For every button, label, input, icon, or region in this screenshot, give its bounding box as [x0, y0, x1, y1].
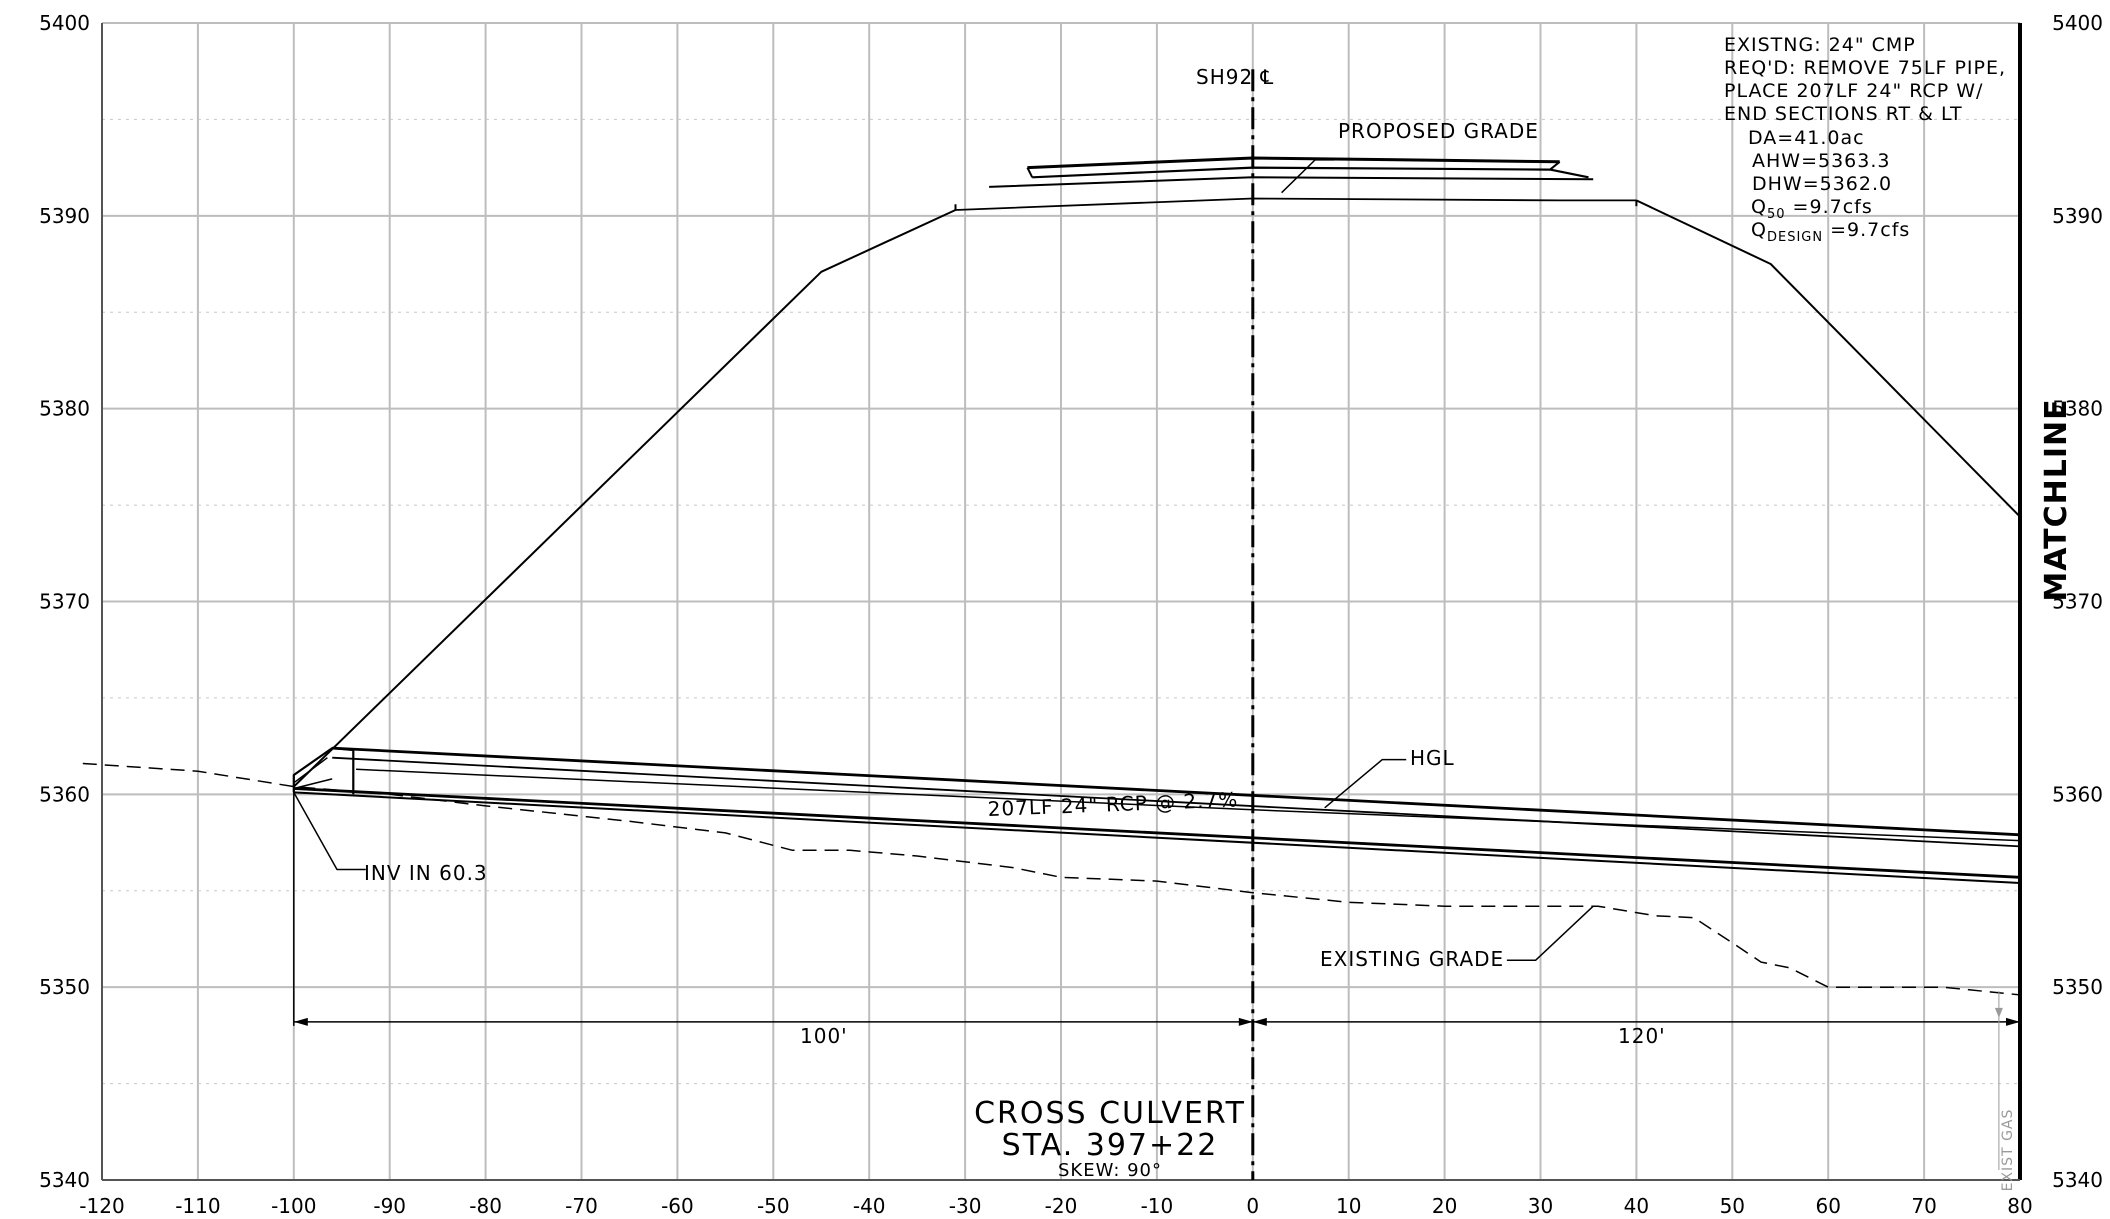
pipe-top-outer — [332, 746, 2021, 837]
linework — [82, 69, 2021, 1180]
existing-grade-line — [82, 762, 2021, 996]
frame — [101, 23, 2022, 1181]
pipe-invert-lower — [293, 791, 2021, 884]
x-tick-label: -110 — [175, 1194, 220, 1218]
pipe-invert-upper — [293, 787, 2021, 879]
y-tick-label-right: 5380 — [2052, 397, 2103, 421]
dim-arrow — [1252, 1017, 1267, 1026]
inv-in-label: INV IN 60.3 — [364, 861, 488, 885]
y-tick-label-left: 5370 — [39, 590, 90, 614]
dim-left-label: 100' — [800, 1024, 848, 1048]
hgl-leader — [1324, 758, 1407, 809]
x-tick-label: -80 — [469, 1194, 502, 1218]
x-tick-label: -120 — [79, 1194, 124, 1218]
pavement-edge-right — [1549, 161, 1561, 171]
pipe-top-inner — [332, 756, 2021, 848]
y-tick-label-left: 5360 — [39, 782, 90, 806]
x-tick-label: -90 — [373, 1194, 406, 1218]
pipe-label: 207LF 24" RCP @ 2.7% — [987, 787, 1238, 821]
x-tick-label: 80 — [2007, 1194, 2032, 1218]
y-tick-label-left: 5380 — [39, 397, 90, 421]
x-tick-label: 30 — [1528, 1194, 1553, 1218]
x-tick-label: 40 — [1624, 1194, 1649, 1218]
pavement-mid — [1032, 166, 1589, 179]
note-qdesign: QDESIGN =9.7cfs — [1751, 219, 1910, 245]
inlet-end-section-inner — [293, 757, 328, 784]
x-tick-label: -30 — [949, 1194, 982, 1218]
dim-arrow — [293, 1017, 308, 1026]
y-tick-label-right: 5350 — [2052, 975, 2103, 999]
x-tick-label: 60 — [1815, 1194, 1840, 1218]
pavement-edge-left — [1026, 167, 1034, 178]
x-tick-label: -70 — [565, 1194, 598, 1218]
exist-gas-arrow — [1994, 1007, 2003, 1018]
x-tick-label: -10 — [1141, 1194, 1174, 1218]
note-line4: END SECTIONS RT & LT — [1724, 103, 1963, 125]
x-tick-label: 0 — [1246, 1194, 1259, 1218]
note-ahw: AHW=5363.3 — [1752, 150, 1890, 172]
embankment-right — [1635, 199, 2021, 518]
x-tick-label: -20 — [1045, 1194, 1078, 1218]
proposed-grade-label: PROPOSED GRADE — [1338, 119, 1539, 143]
x-tick-label: -60 — [661, 1194, 694, 1218]
title-line2: STA. 397+22 — [1002, 1128, 1219, 1163]
x-tick-label: 70 — [1911, 1194, 1936, 1218]
note-line2: REQ'D: REMOVE 75LF PIPE, — [1724, 57, 2006, 79]
existing-grade-label: EXISTING GRADE — [1320, 947, 1504, 971]
dim-arrow — [2006, 1017, 2020, 1026]
title-line3: SKEW: 90° — [1058, 1160, 1162, 1181]
dim-arrow — [1238, 1017, 1253, 1026]
inlet-end-section — [292, 746, 355, 795]
x-tick-label: -50 — [757, 1194, 790, 1218]
y-tick-label-right: 5340 — [2052, 1168, 2103, 1192]
centerline-label: SH92 ℄ — [1196, 65, 1274, 89]
x-tick-label: 10 — [1336, 1194, 1361, 1218]
dim-right-label: 120' — [1618, 1024, 1666, 1048]
x-tick-label: -40 — [853, 1194, 886, 1218]
subgrade — [955, 197, 1637, 211]
y-tick-label-right: 5360 — [2052, 782, 2103, 806]
pavement-top — [1027, 156, 1560, 170]
pavement-base — [989, 176, 1594, 188]
inv-in-leader — [293, 792, 366, 871]
matchline-label: MATCHLINE — [2039, 398, 2074, 601]
y-tick-label-left: 5390 — [39, 204, 90, 228]
y-tick-label-left: 5340 — [39, 1168, 90, 1192]
note-line1: EXISTNG: 24" CMP — [1724, 34, 1916, 56]
embankment-left — [293, 209, 956, 788]
y-tick-label-left: 5400 — [39, 11, 90, 35]
y-tick-label-right: 5400 — [2052, 11, 2103, 35]
y-tick-label-right: 5390 — [2052, 204, 2103, 228]
note-q50: Q50 =9.7cfs — [1751, 196, 1873, 222]
title-block: CROSS CULVERT STA. 397+22 SKEW: 90° — [974, 1096, 1246, 1181]
x-tick-label: 50 — [1720, 1194, 1745, 1218]
x-tick-label: -100 — [271, 1194, 316, 1218]
inlet-end-section-flow — [293, 778, 333, 790]
exist-gas-label: EXIST GAS — [2000, 1109, 2016, 1192]
y-tick-label-right: 5370 — [2052, 590, 2103, 614]
grid — [101, 22, 2021, 1181]
note-line3: PLACE 207LF 24" RCP W/ — [1724, 80, 1983, 102]
existing-grade-leader — [1506, 905, 1594, 961]
note-da: DA=41.0ac — [1748, 127, 1865, 149]
y-tick-label-left: 5350 — [39, 975, 90, 999]
notes-block: EXISTNG: 24" CMP REQ'D: REMOVE 75LF PIPE… — [1724, 34, 2006, 245]
proposed-grade-leader — [1281, 159, 1335, 194]
axis-ticks: -120 -110 -100 -90 -80 -70 -60 -50 -40 -30 -20 -10 0… — [39, 11, 2103, 1218]
hgl-label: HGL — [1410, 746, 1455, 770]
note-dhw: DHW=5362.0 — [1752, 173, 1892, 195]
title-line1: CROSS CULVERT — [974, 1096, 1246, 1131]
x-tick-label: 20 — [1432, 1194, 1457, 1218]
